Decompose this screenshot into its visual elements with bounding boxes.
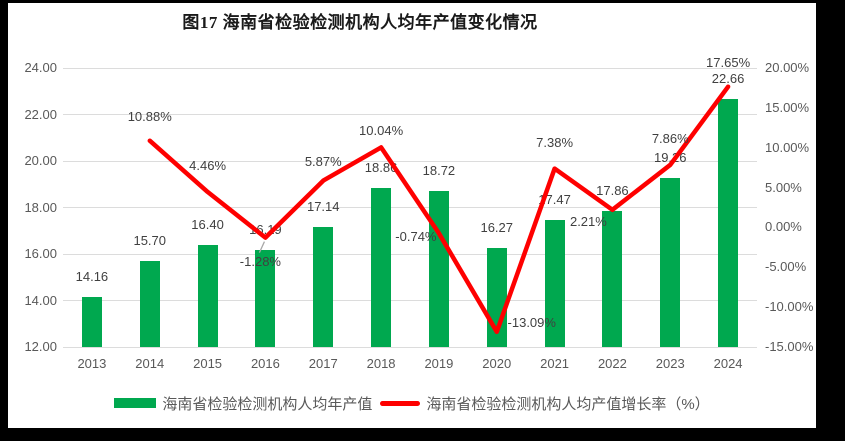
legend-item-bar: 海南省检验检测机构人均年产值 bbox=[114, 393, 372, 414]
x-axis-label: 2022 bbox=[597, 356, 627, 371]
right-axis-tick: 15.00% bbox=[765, 99, 810, 115]
bar-value-label: 16.27 bbox=[480, 219, 514, 235]
left-axis-tick: 12.00 bbox=[24, 339, 57, 354]
legend-item-line: 海南省检验检测机构人均产值增长率（%） bbox=[380, 393, 710, 414]
x-axis-label: 2021 bbox=[540, 356, 570, 371]
growth-line bbox=[147, 84, 731, 335]
legend-label: 海南省检验检测机构人均年产值 bbox=[162, 395, 373, 413]
line-value-label: -0.74% bbox=[395, 229, 437, 245]
bar-2024 bbox=[718, 99, 739, 347]
bar-value-label: 17.86 bbox=[596, 182, 629, 198]
bar-2021 bbox=[544, 219, 565, 347]
gridline bbox=[63, 253, 757, 255]
right-axis-tick: -10.00% bbox=[765, 299, 814, 315]
bar-2015 bbox=[197, 244, 218, 347]
x-axis-label: 2014 bbox=[135, 356, 165, 371]
bar-value-label: 14.16 bbox=[75, 268, 109, 284]
bar-value-label: 16.40 bbox=[191, 216, 224, 232]
legend-label: 海南省检验检测机构人均产值增长率（%） bbox=[426, 395, 710, 413]
gridline bbox=[63, 207, 757, 208]
chart-title: 图17 海南省检验检测机构人均年产值变化情况 bbox=[182, 13, 538, 32]
bar-value-label: 22.66 bbox=[711, 71, 745, 87]
bar-2018 bbox=[371, 187, 392, 347]
right-axis-tick: -15.00% bbox=[765, 339, 814, 354]
x-axis-label: 2018 bbox=[366, 356, 396, 371]
right-axis-tick: 10.00% bbox=[765, 139, 810, 155]
left-axis-tick: 14.00 bbox=[24, 292, 57, 308]
gridline bbox=[63, 67, 757, 69]
line-value-label: 7.86% bbox=[651, 130, 689, 146]
x-axis-label: 2013 bbox=[77, 356, 107, 371]
left-axis-tick: 20.00 bbox=[24, 153, 57, 168]
x-axis-label: 2015 bbox=[193, 356, 223, 371]
line-value-label: -13.09% bbox=[507, 314, 556, 330]
x-axis-label: 2016 bbox=[250, 356, 280, 371]
bar-value-label: 18.72 bbox=[422, 162, 456, 178]
chart-canvas bbox=[8, 3, 816, 428]
line-value-label: 2.21% bbox=[569, 213, 607, 229]
line-value-label: 10.88% bbox=[127, 108, 172, 124]
line-value-label: 4.46% bbox=[189, 157, 227, 173]
left-axis-tick: 16.00 bbox=[24, 246, 57, 261]
bar-2013 bbox=[81, 296, 102, 347]
legend: 海南省检验检测机构人均年产值 海南省检验检测机构人均产值增长率（%） bbox=[8, 392, 816, 414]
x-axis-label: 2020 bbox=[482, 356, 512, 371]
left-axis-tick: 22.00 bbox=[24, 106, 57, 122]
x-axis-label: 2023 bbox=[655, 356, 685, 371]
line-value-label: -1.28% bbox=[239, 253, 281, 269]
bar-2022 bbox=[602, 210, 623, 347]
gridline bbox=[63, 114, 757, 115]
bar-value-label: 17.14 bbox=[306, 199, 340, 215]
right-axis-tick: -5.00% bbox=[765, 259, 807, 275]
bar-2023 bbox=[660, 178, 681, 347]
legend-line-swatch bbox=[380, 400, 421, 406]
right-axis-tick: 20.00% bbox=[765, 60, 810, 75]
bar-2016 bbox=[255, 249, 276, 347]
legend-bar-swatch bbox=[114, 398, 157, 408]
right-axis-tick: 5.00% bbox=[765, 179, 802, 195]
right-axis-tick: 0.00% bbox=[765, 219, 802, 235]
line-value-label: 5.87% bbox=[304, 153, 342, 169]
line-value-label: 10.04% bbox=[359, 123, 404, 139]
left-axis-tick: 18.00 bbox=[24, 199, 57, 215]
x-axis-label: 2017 bbox=[308, 356, 338, 371]
bar-2017 bbox=[313, 227, 334, 347]
line-value-label: 7.38% bbox=[536, 134, 574, 150]
gridline bbox=[63, 346, 757, 348]
x-axis-label: 2019 bbox=[424, 356, 454, 371]
line-value-label: 17.65% bbox=[706, 54, 751, 70]
gridline bbox=[63, 300, 757, 301]
left-axis-tick: 24.00 bbox=[24, 60, 57, 75]
bar-2014 bbox=[139, 260, 160, 347]
gridline bbox=[63, 160, 757, 162]
bar-value-label: 15.70 bbox=[133, 232, 167, 248]
x-axis-label: 2024 bbox=[713, 356, 743, 371]
label-leader-line bbox=[258, 241, 266, 253]
